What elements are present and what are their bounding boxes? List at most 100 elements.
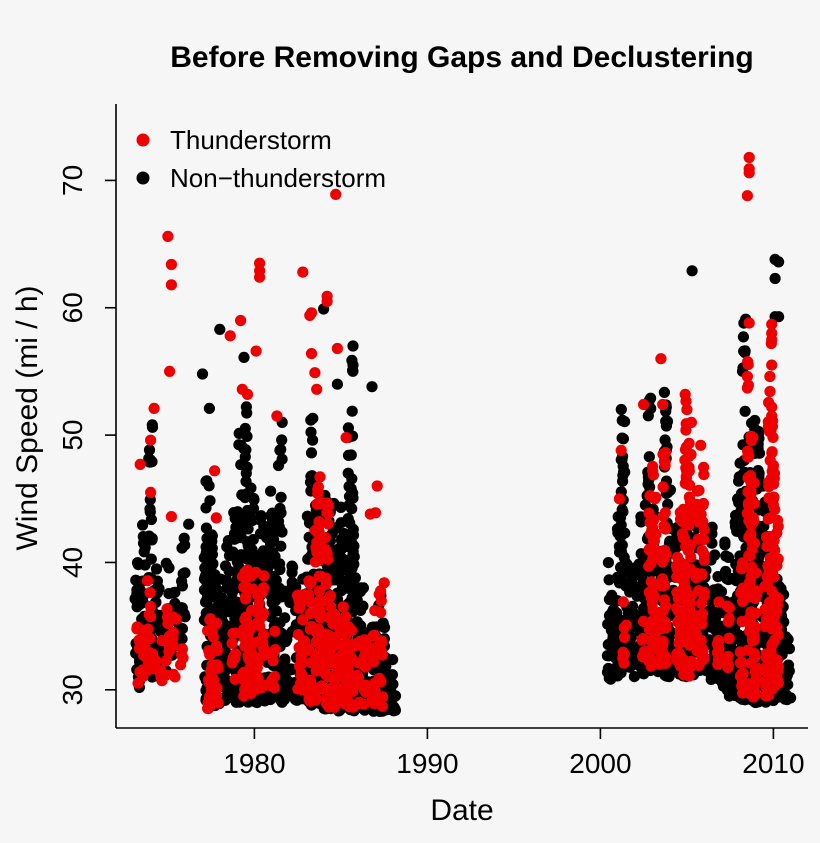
data-point: [366, 381, 378, 393]
data-point: [713, 596, 725, 608]
data-point: [239, 492, 251, 504]
data-point: [685, 416, 698, 428]
data-point: [647, 465, 659, 477]
data-point: [719, 536, 731, 548]
data-point: [270, 605, 283, 617]
data-point: [209, 697, 221, 709]
data-point: [162, 230, 174, 242]
data-point: [737, 331, 750, 343]
data-point: [276, 434, 288, 446]
data-point: [749, 651, 761, 663]
data-point: [346, 405, 358, 417]
data-point: [741, 190, 754, 202]
data-point: [253, 597, 265, 609]
data-point: [658, 553, 670, 565]
data-point: [275, 507, 287, 519]
data-point: [238, 443, 250, 455]
data-point: [176, 643, 188, 655]
data-point: [772, 677, 785, 689]
data-point: [330, 188, 342, 200]
data-point: [681, 404, 693, 416]
data-point: [272, 459, 285, 472]
data-point: [611, 607, 623, 619]
data-point: [698, 586, 710, 598]
data-point: [749, 592, 761, 605]
data-point: [297, 614, 309, 626]
data-point: [311, 383, 323, 395]
data-point: [134, 458, 146, 470]
data-point: [657, 635, 669, 647]
data-point: [137, 519, 149, 531]
data-point: [769, 608, 781, 621]
data-point: [305, 414, 317, 426]
data-point: [167, 632, 179, 644]
data-point: [782, 633, 794, 646]
data-point: [772, 520, 784, 533]
data-point: [320, 572, 332, 584]
x-tick-label-2000: 2000: [569, 748, 631, 779]
data-point: [176, 575, 188, 587]
data-point: [773, 256, 785, 268]
data-point: [245, 644, 257, 656]
data-point: [145, 553, 157, 565]
data-point: [646, 598, 658, 610]
data-point: [346, 473, 358, 485]
legend-label-non-thunderstorm: Non−thunderstorm: [170, 163, 386, 193]
data-point: [683, 519, 695, 531]
data-point: [696, 569, 708, 581]
data-point: [618, 648, 630, 660]
data-point: [206, 548, 218, 561]
y-tick-label-40: 40: [57, 547, 88, 578]
data-point: [143, 444, 156, 456]
data-point: [226, 637, 238, 649]
data-point: [324, 590, 337, 602]
data-point: [770, 665, 782, 678]
data-point: [347, 340, 359, 352]
data-point: [305, 307, 318, 319]
data-point: [141, 575, 154, 587]
data-point: [258, 570, 270, 582]
x-tick-label-1990: 1990: [396, 748, 458, 779]
data-point: [266, 680, 278, 693]
data-point: [267, 655, 279, 667]
data-point: [628, 671, 641, 683]
data-point: [601, 666, 614, 678]
data-point: [657, 510, 669, 522]
data-point: [617, 475, 629, 487]
data-point: [736, 668, 748, 680]
data-point: [167, 668, 179, 680]
data-point: [279, 612, 291, 624]
data-point: [766, 420, 779, 432]
data-point: [280, 633, 292, 646]
data-point: [310, 692, 322, 704]
data-point: [684, 479, 696, 491]
data-point: [386, 669, 398, 681]
data-point: [683, 450, 695, 462]
data-point: [389, 690, 402, 702]
data-point: [764, 370, 776, 383]
data-point: [297, 266, 309, 278]
data-point: [712, 583, 724, 595]
data-point: [739, 345, 751, 357]
data-point: [617, 596, 629, 608]
data-point: [176, 623, 188, 635]
data-point: [748, 515, 760, 527]
data-point: [358, 634, 371, 646]
data-point: [139, 542, 151, 554]
data-point: [374, 636, 386, 648]
data-point: [647, 513, 659, 525]
data-point: [314, 604, 326, 616]
data-point: [244, 624, 256, 637]
data-point: [295, 653, 308, 665]
data-point: [753, 447, 766, 459]
data-point: [163, 562, 175, 574]
data-point: [203, 402, 215, 414]
data-point: [766, 359, 778, 371]
data-point: [145, 486, 157, 498]
data-point: [247, 503, 260, 515]
data-point: [683, 465, 695, 477]
data-point: [296, 680, 308, 692]
data-points: [129, 151, 797, 718]
